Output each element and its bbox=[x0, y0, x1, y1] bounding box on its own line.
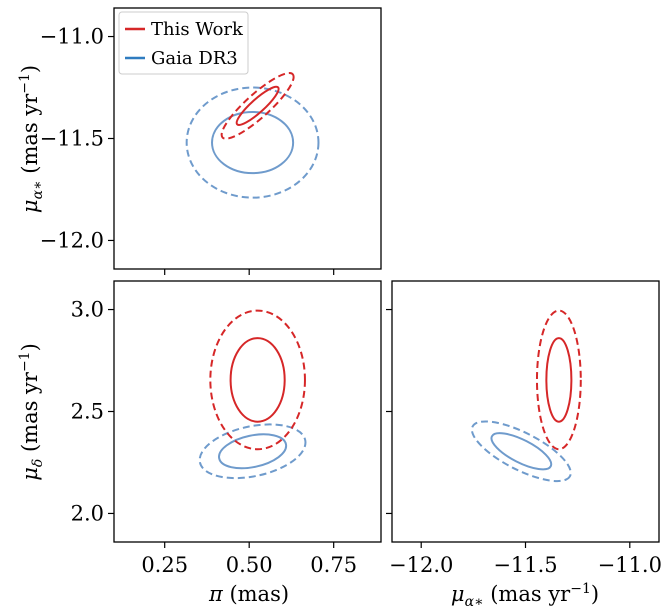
ellipse-pmra-vs-plx-this_work-outer bbox=[220, 72, 295, 140]
ellipse-pmdec-vs-plx-gaia-outer bbox=[198, 423, 307, 480]
y-tick-label-pmra-vs-plx-2: −11.0 bbox=[40, 25, 104, 49]
ellipse-pmdec-vs-pmra-this_work-inner bbox=[545, 337, 573, 423]
ellipse-pmra-vs-plx-gaia-outer bbox=[185, 86, 320, 199]
ellipse-pmdec-vs-plx-this_work-inner bbox=[229, 337, 286, 423]
ellipse-pmdec-vs-pmra-gaia-outer bbox=[470, 420, 572, 483]
panel-frame-pmdec-vs-plx bbox=[113, 280, 382, 543]
legend: This Work Gaia DR3 bbox=[118, 11, 249, 75]
legend-label-gaia-dr3: Gaia DR3 bbox=[151, 48, 238, 69]
panel-frame-pmdec-vs-pmra bbox=[391, 280, 660, 543]
x-axis-label-plx: π (mas) bbox=[208, 582, 289, 606]
y-tick-label-pmra-vs-plx-0: −12.0 bbox=[40, 228, 104, 252]
ellipse-layer bbox=[185, 72, 582, 483]
y-axis-label-pmdec: μδ (mas yr−1) bbox=[17, 343, 46, 481]
ellipse-pmdec-vs-pmra-this_work-outer bbox=[535, 309, 582, 451]
y-tick-label-pmdec-vs-plx-0: 2.0 bbox=[71, 501, 104, 525]
legend-label-this-work: This Work bbox=[151, 19, 244, 40]
x-tick-label-pmdec-vs-plx-1: 0.50 bbox=[226, 553, 273, 577]
y-tick-label-pmdec-vs-plx-2: 3.0 bbox=[71, 298, 104, 322]
x-axis-label-pmra: μα∗ (mas yr−1) bbox=[451, 581, 599, 610]
y-tick-label-pmra-vs-plx-1: −11.5 bbox=[40, 127, 104, 151]
ellipse-pmra-vs-plx-gaia-inner bbox=[211, 110, 295, 175]
x-tick-label-pmdec-vs-plx-2: 0.75 bbox=[310, 553, 357, 577]
ellipse-pmra-vs-plx-this_work-inner bbox=[235, 85, 280, 126]
legend-box bbox=[118, 11, 249, 75]
x-tick-label-pmdec-vs-plx-0: 0.25 bbox=[141, 553, 188, 577]
x-tick-label-pmdec-vs-pmra-1: −11.5 bbox=[493, 553, 557, 577]
y-tick-label-pmdec-vs-plx-1: 2.5 bbox=[71, 400, 104, 424]
y-axis-label-pmra: μα∗ (mas yr−1) bbox=[17, 65, 46, 213]
ellipse-pmdec-vs-plx-gaia-inner bbox=[218, 433, 288, 470]
x-tick-label-pmdec-vs-pmra-2: −11.0 bbox=[598, 553, 662, 577]
ellipse-pmdec-vs-pmra-gaia-inner bbox=[490, 432, 553, 471]
ellipse-pmdec-vs-plx-this_work-outer bbox=[209, 309, 306, 451]
x-tick-label-pmdec-vs-pmra-0: −12.0 bbox=[389, 553, 453, 577]
axes-layer: −12.0 −11.5 −11.0 0.25 0.50 0.75 2.0 2.5 3.0 −12.… bbox=[40, 7, 662, 577]
